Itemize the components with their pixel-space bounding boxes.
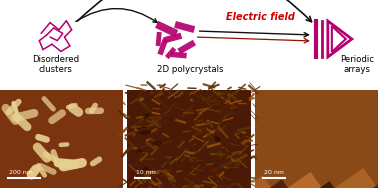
Text: Periodic
arrays: Periodic arrays	[340, 55, 374, 74]
Polygon shape	[270, 179, 378, 188]
Text: 20 nm: 20 nm	[264, 170, 284, 175]
FancyArrowPatch shape	[76, 8, 157, 23]
Polygon shape	[225, 178, 378, 188]
Bar	[255, 90, 378, 188]
Text: Disordered
clusters: Disordered clusters	[32, 55, 79, 74]
Polygon shape	[288, 172, 378, 188]
Polygon shape	[245, 175, 378, 188]
Ellipse shape	[143, 113, 150, 118]
Text: 10 nm: 10 nm	[136, 170, 156, 175]
Ellipse shape	[214, 136, 221, 142]
Text: 2D polycrystals: 2D polycrystals	[157, 65, 224, 74]
Ellipse shape	[153, 140, 162, 146]
FancyArrowPatch shape	[77, 0, 311, 22]
Polygon shape	[335, 168, 378, 188]
Bar	[0, 90, 123, 188]
Ellipse shape	[142, 167, 149, 172]
Ellipse shape	[135, 149, 143, 155]
Polygon shape	[373, 177, 378, 188]
Polygon shape	[320, 181, 378, 188]
Ellipse shape	[137, 127, 151, 135]
Bar	[127, 90, 251, 188]
Text: 200 nm: 200 nm	[9, 170, 33, 175]
Text: Electric field: Electric field	[226, 12, 295, 22]
FancyArrowPatch shape	[197, 37, 309, 43]
FancyArrowPatch shape	[200, 31, 308, 37]
